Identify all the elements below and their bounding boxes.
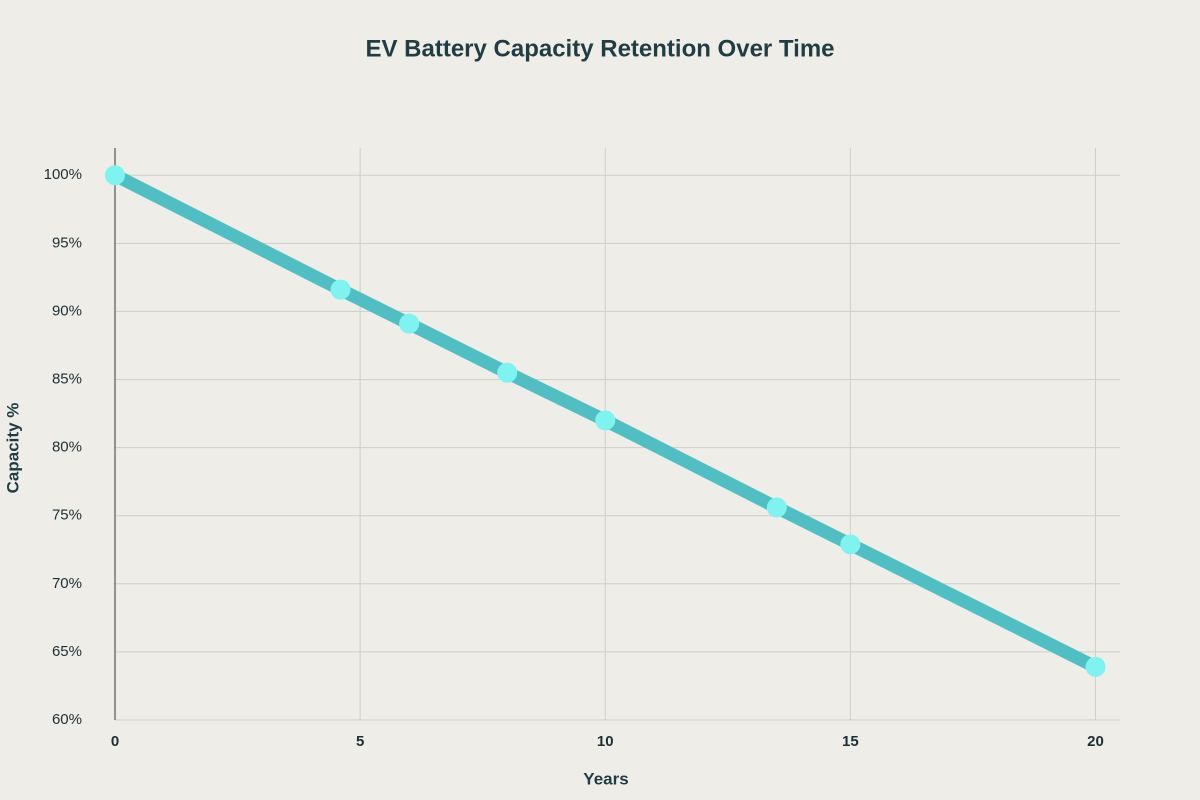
chart-title: EV Battery Capacity Retention Over Time [365, 35, 834, 62]
y-tick-label: 75% [52, 507, 82, 524]
y-tick-label: 85% [52, 370, 82, 387]
point [497, 362, 518, 383]
line [108, 168, 1102, 674]
point [1085, 656, 1106, 677]
y-tick-label: 95% [52, 234, 82, 251]
point [595, 410, 616, 431]
y-tick-label: 100% [44, 166, 82, 183]
x-tick-label: 15 [842, 733, 859, 750]
point [105, 165, 125, 186]
y-tick-label: 80% [52, 439, 82, 456]
x-tick-label: 0 [111, 733, 119, 750]
y-tick-label: 65% [52, 643, 82, 660]
x-tick-label: 10 [597, 733, 614, 750]
y-tick-label: 60% [52, 711, 82, 728]
point [399, 313, 420, 334]
y-tick-label: 90% [52, 302, 82, 319]
x-tick-label: 20 [1087, 733, 1104, 750]
point [330, 279, 351, 300]
point [766, 497, 787, 518]
point [840, 534, 861, 555]
y-axis-title: Capacity % [3, 403, 22, 494]
x-tick-label: 5 [356, 733, 364, 750]
x-axis-title: Years [583, 769, 628, 788]
y-tick-label: 70% [52, 575, 82, 592]
